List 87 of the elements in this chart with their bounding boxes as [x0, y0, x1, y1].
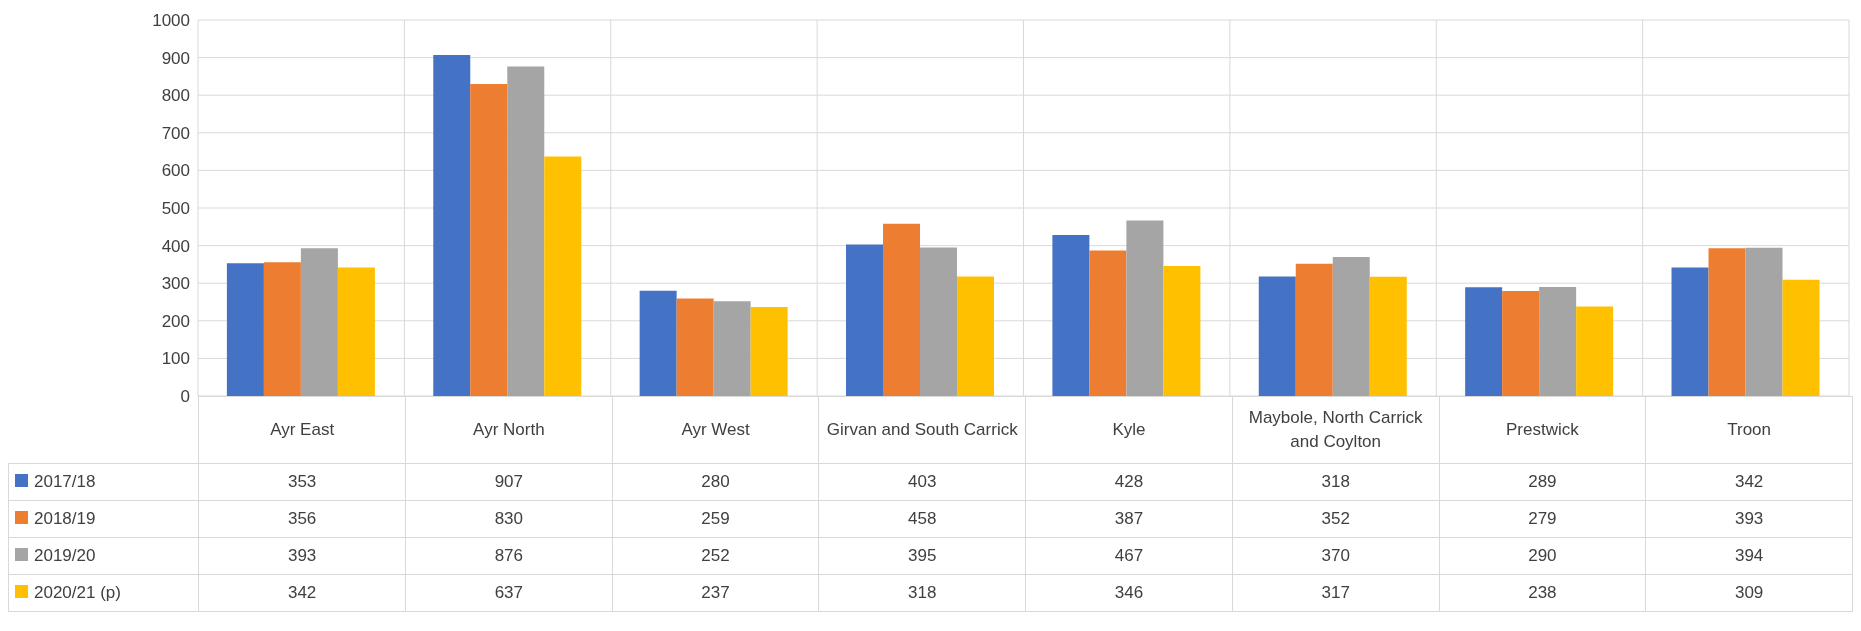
bar — [1295, 263, 1333, 396]
data-label: 370 — [1232, 537, 1440, 575]
data-label: 830 — [405, 500, 613, 538]
bar — [1745, 247, 1783, 396]
bar — [1576, 306, 1614, 396]
bar — [1089, 250, 1127, 396]
bar — [263, 262, 301, 396]
data-label: 352 — [1232, 500, 1440, 538]
y-tick-label: 100 — [161, 349, 190, 369]
data-label: 353 — [198, 463, 406, 501]
data-label: 290 — [1439, 537, 1646, 575]
y-tick-label: 200 — [161, 311, 190, 331]
data-label: 289 — [1439, 463, 1646, 501]
data-label: 342 — [1645, 463, 1853, 501]
data-label: 318 — [818, 574, 1026, 612]
x-tick-label: Ayr North — [405, 396, 613, 464]
data-label: 393 — [198, 537, 406, 575]
data-label: 395 — [818, 537, 1026, 575]
bar — [1052, 235, 1090, 396]
data-label: 280 — [612, 463, 819, 501]
data-label: 637 — [405, 574, 613, 612]
y-tick-label: 700 — [161, 123, 190, 143]
y-tick-label: 1000 — [152, 11, 190, 31]
y-tick-label: 600 — [161, 161, 190, 181]
x-tick-label: Troon — [1645, 396, 1853, 464]
bar — [713, 301, 751, 396]
bar — [920, 247, 958, 396]
data-label: 403 — [818, 463, 1026, 501]
data-label: 318 — [1232, 463, 1440, 501]
data-label: 467 — [1025, 537, 1233, 575]
bar — [639, 290, 677, 396]
bar — [883, 223, 921, 396]
x-tick-label: Kyle — [1025, 396, 1233, 464]
legend-label: 2017/18 — [34, 472, 96, 491]
bar — [846, 244, 884, 396]
bar — [300, 248, 338, 396]
bar — [1369, 276, 1407, 396]
x-tick-label: Ayr East — [198, 396, 406, 464]
x-tick-label: Ayr West — [612, 396, 819, 464]
data-label: 259 — [612, 500, 819, 538]
y-tick-label: 900 — [161, 48, 190, 68]
bar — [1258, 276, 1296, 396]
data-label: 346 — [1025, 574, 1233, 612]
data-label: 876 — [405, 537, 613, 575]
y-tick-label: 0 — [180, 387, 190, 407]
data-label: 252 — [612, 537, 819, 575]
bar — [337, 267, 375, 396]
y-tick-label: 300 — [161, 274, 190, 294]
x-tick-label: Prestwick — [1439, 396, 1646, 464]
data-label: 907 — [405, 463, 613, 501]
data-label: 428 — [1025, 463, 1233, 501]
bar — [1126, 220, 1164, 396]
data-label: 237 — [612, 574, 819, 612]
bar — [750, 306, 788, 396]
y-tick-label: 500 — [161, 199, 190, 219]
bar — [544, 156, 582, 396]
bar — [1539, 286, 1577, 396]
data-label: 342 — [198, 574, 406, 612]
bar — [433, 54, 471, 396]
data-label: 394 — [1645, 537, 1853, 575]
bar — [1502, 291, 1540, 396]
bar — [470, 83, 508, 396]
data-label: 309 — [1645, 574, 1853, 612]
bar — [1782, 279, 1820, 396]
legend-label: 2019/20 — [34, 546, 96, 565]
data-label: 458 — [818, 500, 1026, 538]
bar — [226, 263, 264, 396]
data-label: 393 — [1645, 500, 1853, 538]
data-label: 279 — [1439, 500, 1646, 538]
bar — [957, 276, 995, 396]
bar — [1332, 256, 1370, 396]
y-tick-label: 400 — [161, 236, 190, 256]
data-label: 238 — [1439, 574, 1646, 612]
legend-label: 2018/19 — [34, 509, 96, 528]
data-label: 356 — [198, 500, 406, 538]
bar — [1708, 248, 1746, 396]
x-tick-label: Girvan and South Carrick — [818, 396, 1026, 464]
y-tick-label: 800 — [161, 86, 190, 106]
x-tick-label: Maybole, North Carrick and Coylton — [1232, 396, 1440, 464]
bar — [1163, 265, 1201, 396]
data-label: 317 — [1232, 574, 1440, 612]
bar — [676, 298, 714, 396]
data-label: 387 — [1025, 500, 1233, 538]
legend-label: 2020/21 (p) — [34, 583, 121, 602]
bar — [507, 66, 545, 396]
bar — [1671, 267, 1709, 396]
bar — [1465, 287, 1503, 396]
